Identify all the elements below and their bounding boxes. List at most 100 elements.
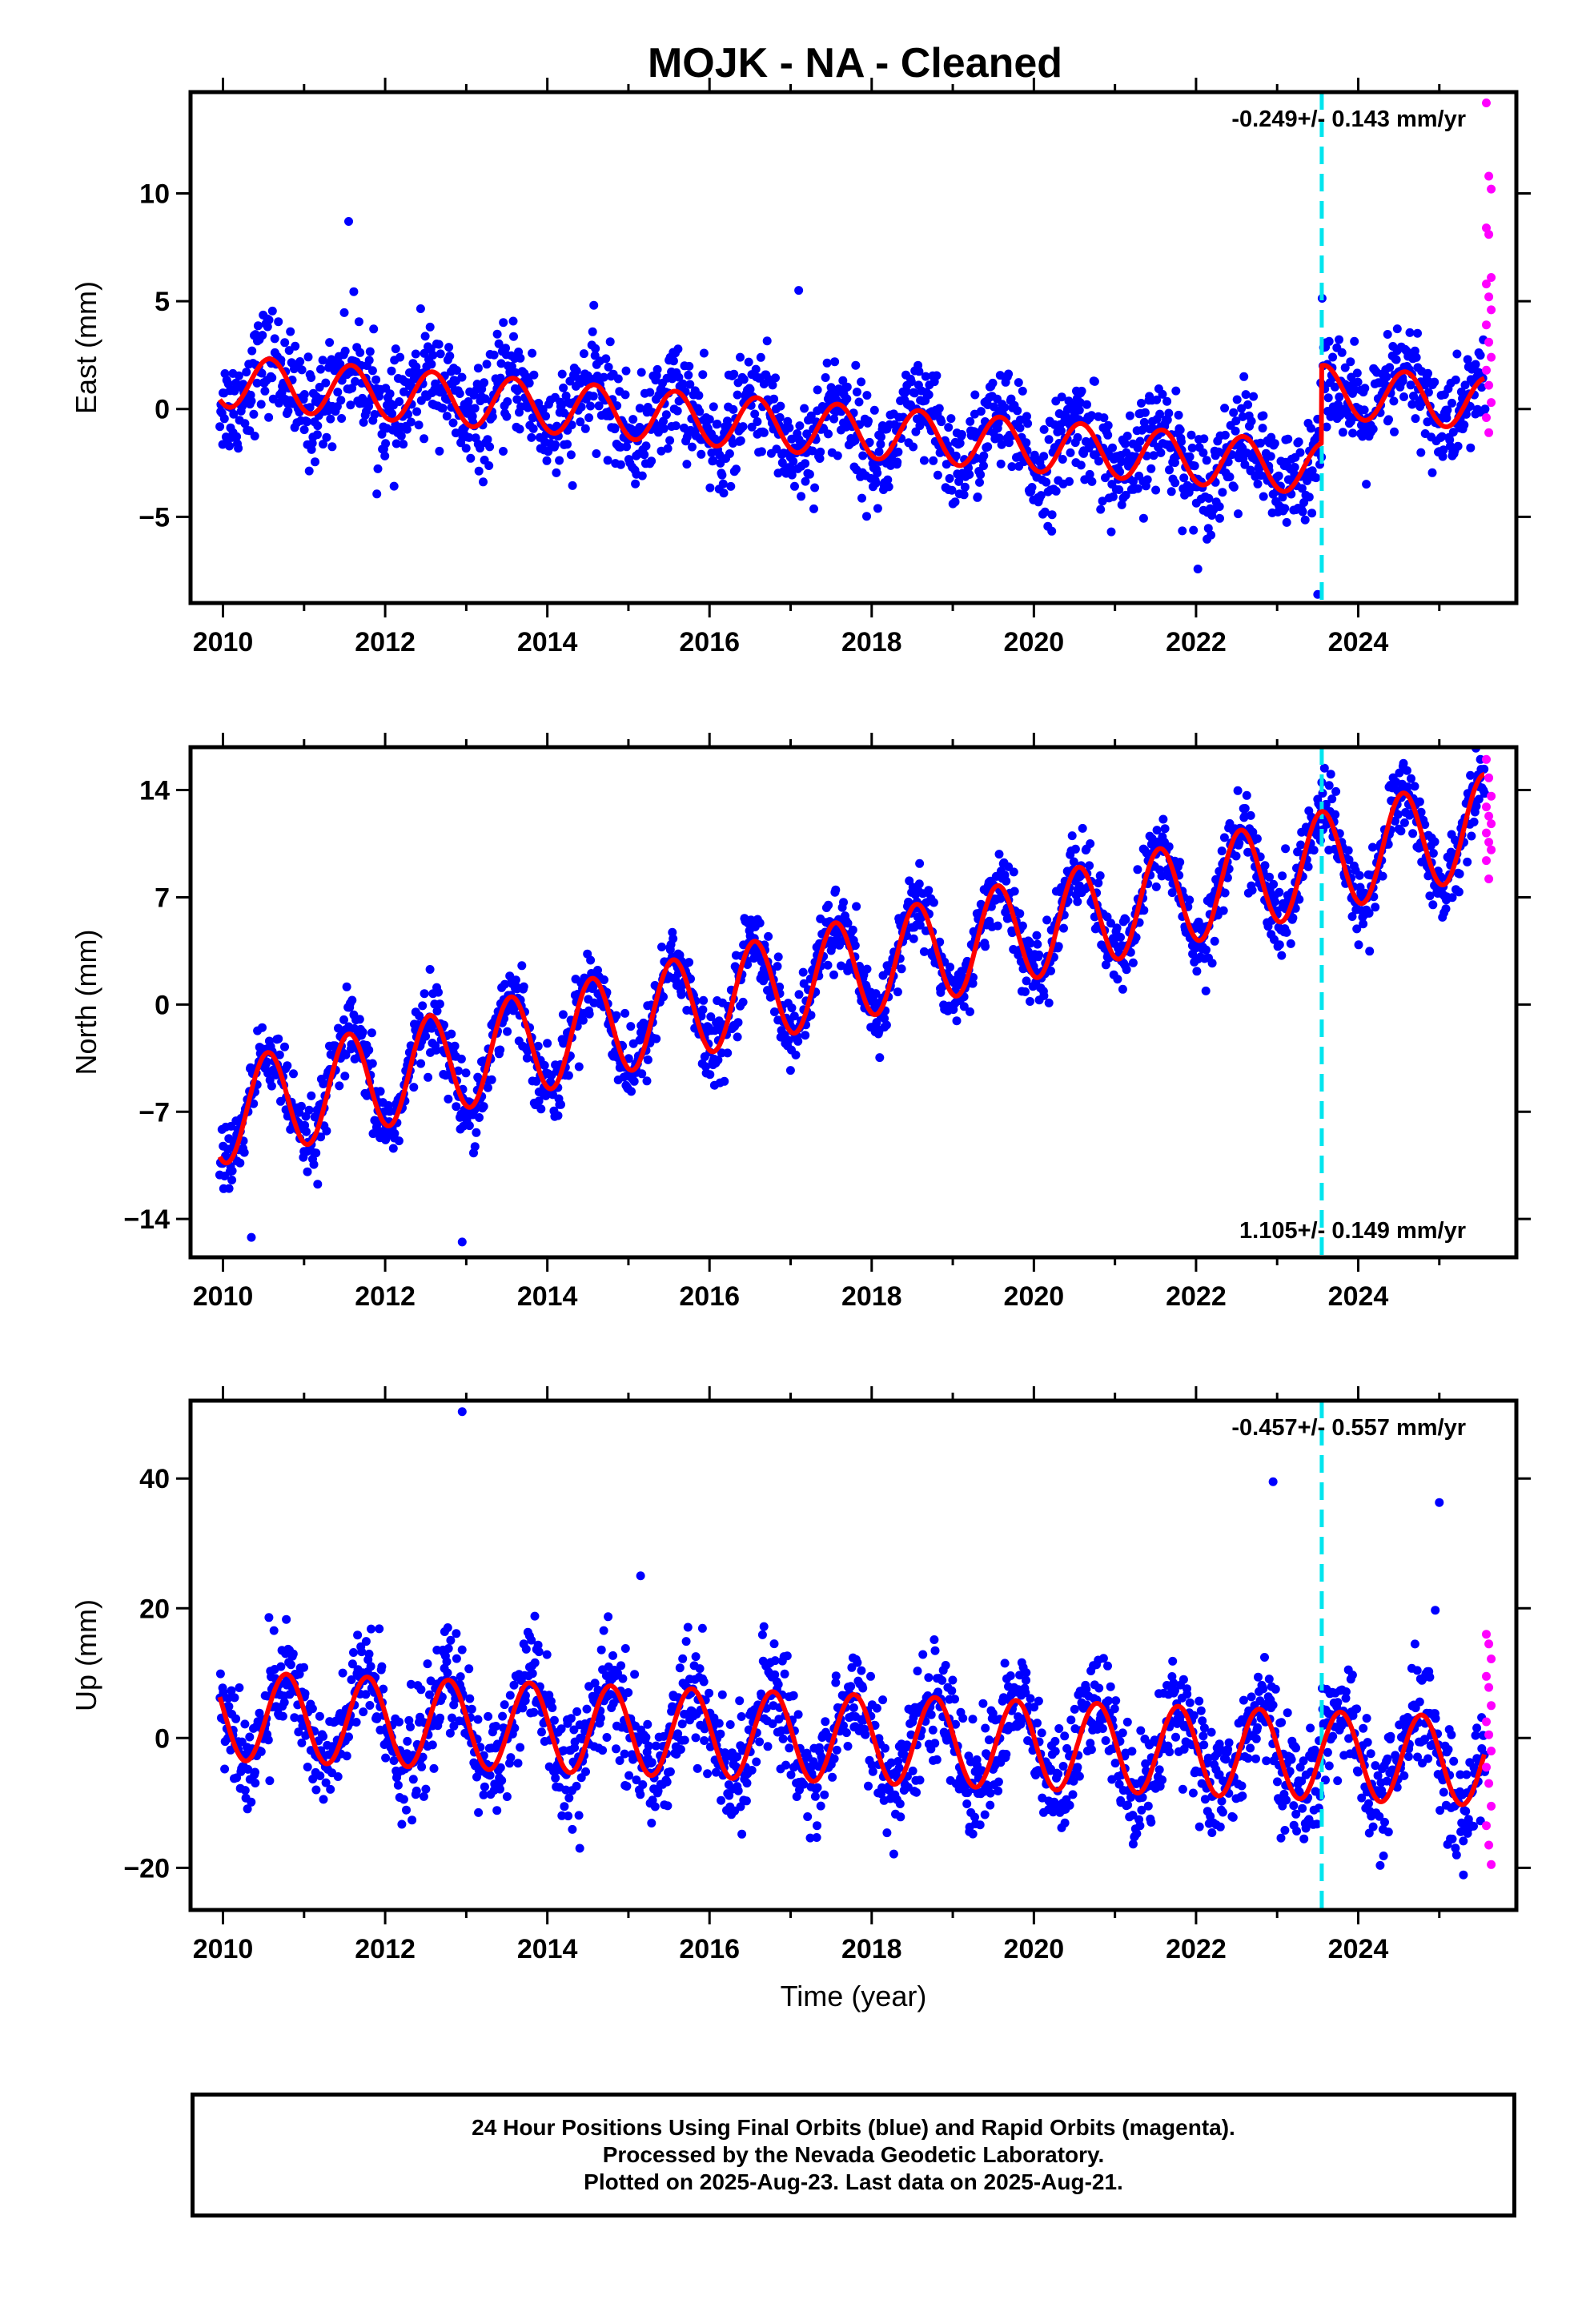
data-point bbox=[829, 1754, 839, 1763]
data-point bbox=[556, 1100, 565, 1109]
data-point bbox=[1337, 348, 1347, 357]
data-point bbox=[215, 422, 225, 432]
data-point bbox=[1103, 420, 1113, 430]
data-point bbox=[1231, 851, 1241, 861]
data-point bbox=[636, 1790, 645, 1799]
data-point bbox=[714, 1719, 724, 1728]
data-point bbox=[921, 372, 930, 381]
data-point bbox=[267, 373, 277, 383]
data-point bbox=[528, 1669, 537, 1679]
data-point bbox=[543, 1039, 552, 1048]
rapid-point bbox=[1487, 352, 1496, 362]
data-point bbox=[479, 1102, 488, 1112]
data-point bbox=[557, 369, 567, 379]
data-point bbox=[747, 1766, 757, 1775]
data-point bbox=[455, 389, 464, 398]
data-point bbox=[738, 422, 748, 432]
data-point bbox=[1192, 967, 1202, 976]
north-final-orbit-points bbox=[215, 747, 1489, 1247]
data-point bbox=[326, 1784, 335, 1794]
data-point bbox=[1269, 879, 1279, 889]
plot-frame bbox=[188, 90, 1519, 605]
data-point bbox=[801, 1031, 810, 1040]
data-point bbox=[981, 942, 990, 951]
data-point bbox=[1259, 492, 1268, 501]
data-point bbox=[1298, 507, 1307, 517]
data-point bbox=[809, 504, 818, 513]
data-point bbox=[256, 400, 266, 409]
rapid-point bbox=[1484, 292, 1494, 302]
data-point bbox=[843, 1742, 853, 1751]
data-point bbox=[756, 352, 765, 362]
data-point bbox=[763, 1742, 773, 1751]
data-point bbox=[1032, 931, 1042, 940]
data-point bbox=[424, 1072, 433, 1082]
data-point bbox=[924, 886, 934, 895]
data-point bbox=[1087, 476, 1097, 486]
data-point bbox=[1331, 810, 1340, 819]
data-point bbox=[1187, 443, 1197, 452]
data-point bbox=[466, 453, 476, 463]
outlier-point bbox=[247, 1232, 256, 1242]
data-point bbox=[351, 376, 360, 386]
data-point bbox=[1077, 386, 1086, 396]
data-point bbox=[944, 423, 954, 432]
data-point bbox=[753, 417, 762, 426]
data-point bbox=[219, 414, 229, 424]
data-point bbox=[776, 401, 785, 411]
data-point bbox=[790, 481, 799, 491]
outlier-point bbox=[457, 1237, 467, 1247]
data-point bbox=[750, 409, 760, 419]
x-tick-label: 2012 bbox=[355, 1281, 416, 1312]
data-point bbox=[1021, 987, 1030, 996]
y-tick-label: 10 bbox=[139, 179, 170, 210]
data-point bbox=[381, 439, 391, 448]
data-point bbox=[1290, 463, 1299, 472]
data-point bbox=[677, 1719, 687, 1729]
data-point bbox=[1447, 398, 1456, 408]
data-point bbox=[747, 422, 757, 432]
data-point bbox=[464, 1664, 474, 1674]
data-point bbox=[1385, 363, 1395, 372]
data-point bbox=[893, 987, 902, 997]
data-point bbox=[631, 479, 640, 489]
data-point bbox=[1307, 424, 1315, 433]
data-point bbox=[542, 456, 552, 465]
data-point bbox=[1275, 940, 1284, 950]
data-point bbox=[316, 364, 325, 374]
data-point bbox=[950, 1695, 959, 1704]
data-point bbox=[249, 1099, 259, 1108]
data-point bbox=[1280, 504, 1290, 513]
data-point bbox=[1270, 439, 1279, 448]
data-point bbox=[1243, 400, 1253, 409]
data-point bbox=[602, 1733, 612, 1742]
data-point bbox=[402, 424, 412, 434]
data-point bbox=[435, 999, 444, 1009]
data-point bbox=[1232, 395, 1242, 404]
data-point bbox=[1246, 810, 1255, 820]
data-point bbox=[857, 493, 866, 503]
data-point bbox=[703, 1769, 713, 1779]
data-point bbox=[675, 1663, 685, 1673]
data-point bbox=[227, 1176, 237, 1184]
data-point bbox=[1070, 844, 1080, 854]
data-point bbox=[451, 428, 460, 438]
data-point bbox=[371, 375, 381, 384]
data-point bbox=[717, 470, 727, 480]
data-point bbox=[908, 1766, 917, 1775]
data-point bbox=[723, 1048, 733, 1058]
data-point bbox=[813, 385, 822, 395]
data-point bbox=[399, 1795, 408, 1804]
data-point bbox=[304, 466, 314, 476]
data-point bbox=[1322, 422, 1331, 432]
data-point bbox=[387, 366, 396, 376]
data-point bbox=[697, 1623, 707, 1633]
data-point bbox=[1040, 507, 1050, 517]
data-point bbox=[1059, 923, 1068, 933]
data-point bbox=[464, 397, 473, 406]
data-point bbox=[473, 1715, 483, 1724]
data-point bbox=[1108, 492, 1118, 501]
data-point bbox=[647, 1819, 656, 1827]
data-point bbox=[976, 407, 986, 416]
data-point bbox=[854, 397, 864, 407]
